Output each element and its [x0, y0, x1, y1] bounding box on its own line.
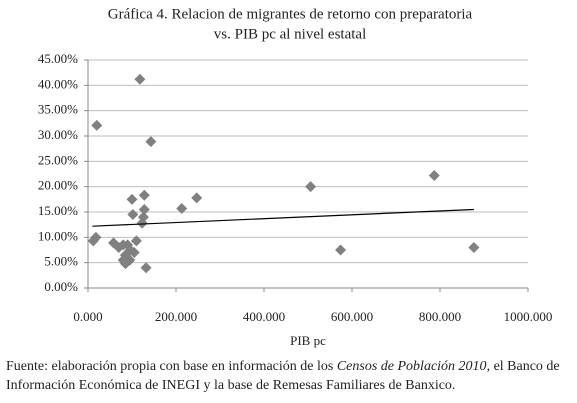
x-tick-label: 200.000	[155, 309, 197, 324]
y-tick-label: 20.00%	[38, 178, 78, 193]
data-point	[428, 170, 440, 182]
data-point	[136, 217, 148, 229]
data-point	[126, 193, 138, 205]
y-tick-label: 25.00%	[38, 152, 78, 167]
y-tick-label: 15.00%	[38, 203, 78, 218]
data-point	[335, 244, 347, 256]
data-point	[124, 254, 136, 266]
footnote-text: Censos de Población 2010	[336, 359, 487, 374]
chart-title: Gráfica 4. Relacion de migrantes de reto…	[108, 6, 473, 22]
trendline	[92, 208, 474, 227]
x-tick-label: 0.000	[73, 309, 102, 324]
y-tick-label: 45.00%	[38, 51, 78, 66]
data-point	[145, 136, 157, 148]
footnote-text: INEGI	[161, 378, 200, 393]
data-point	[305, 181, 317, 193]
data-point	[138, 189, 150, 201]
data-point	[113, 241, 125, 253]
chart-title: vs. PIB pc al nivel estatal	[214, 26, 366, 42]
data-point	[127, 209, 139, 221]
y-tick-label: 30.00%	[38, 127, 78, 142]
y-tick-label: 5.00%	[44, 254, 78, 269]
footnote-text: Fuente: elaboración propia con base en i…	[6, 359, 337, 374]
data-point	[176, 202, 188, 214]
x-axis-label: PIB pc	[290, 333, 326, 348]
x-tick-label: 800.000	[419, 309, 461, 324]
chart: Gráfica 4. Relacion de migrantes de reto…	[38, 6, 553, 348]
x-tick-label: 1000.000	[504, 309, 553, 324]
data-point	[90, 231, 102, 243]
y-tick-label: 40.00%	[38, 76, 78, 91]
footnote-text: y la base de Remesas Familiares de Banxi…	[200, 378, 456, 393]
data-point	[119, 249, 131, 261]
data-point	[138, 203, 150, 215]
y-tick-label: 35.00%	[38, 102, 78, 117]
y-tick-label: 0.00%	[44, 279, 78, 294]
y-tick-label: 10.00%	[38, 228, 78, 243]
footnote-text: , el Banco de Información Económica de	[6, 359, 560, 393]
data-point	[128, 247, 140, 259]
data-point	[191, 192, 203, 204]
x-tick-label: 400.000	[243, 309, 285, 324]
data-point	[134, 73, 146, 85]
x-tick-label: 600.000	[331, 309, 373, 324]
data-point	[91, 119, 103, 131]
data-point	[140, 262, 152, 274]
data-point	[468, 241, 480, 253]
data-point	[130, 235, 142, 247]
footnote: Fuente: elaboración propia con base en i…	[6, 357, 574, 395]
